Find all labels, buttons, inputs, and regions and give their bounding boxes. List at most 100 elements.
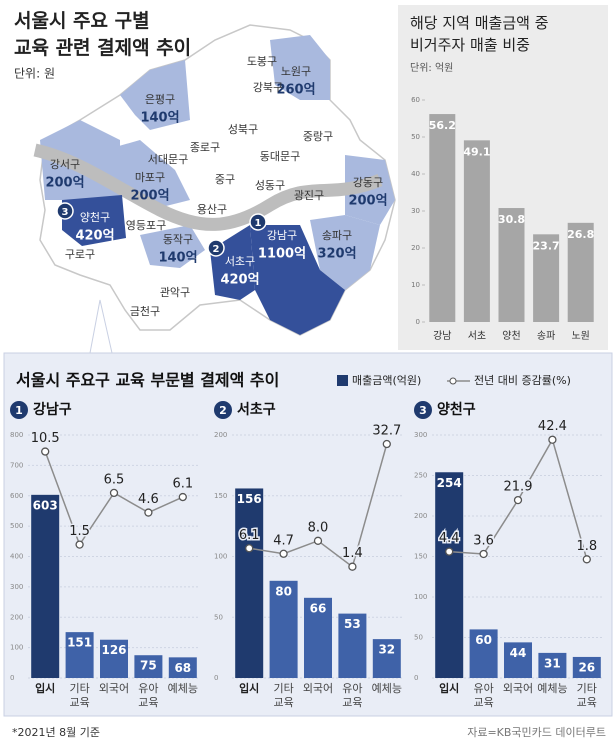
x-tick-label: 서초 — [468, 330, 486, 342]
bar — [304, 597, 332, 678]
line-label: 6.5 — [104, 472, 125, 487]
value-label: 126 — [101, 643, 126, 657]
y-tick-label: 100 — [214, 553, 227, 561]
district-value: 420억 — [220, 273, 259, 288]
y-tick-label: 300 — [414, 431, 427, 439]
line-label: 32.7 — [372, 424, 401, 439]
line-point — [75, 540, 84, 549]
bar — [269, 580, 298, 678]
district-name: 은평구 — [145, 93, 175, 106]
chart-title: 양천구 — [437, 402, 476, 418]
y-tick-label: 0 — [10, 674, 14, 682]
y-tick-label: 20 — [411, 244, 420, 252]
y-tick-label: 60 — [411, 96, 420, 104]
value-label: 26 — [578, 660, 595, 674]
map — [33, 24, 396, 354]
district-name: 성북구 — [228, 123, 258, 136]
x-tick-label: 입시 — [35, 682, 56, 695]
marker-circle — [249, 213, 267, 231]
line-point — [279, 549, 288, 558]
main-title: 서울시 주요 구별 교육 관련 결제액 추이 — [14, 10, 192, 59]
chart-number-circle — [414, 401, 432, 419]
district-area — [62, 195, 126, 246]
district-area — [105, 140, 190, 210]
bar — [572, 656, 601, 678]
y-tick-label: 100 — [10, 644, 23, 652]
x-tick-label: 유아 교육 — [473, 682, 494, 709]
bar — [429, 114, 456, 322]
chart-number-circle — [214, 401, 232, 419]
line-label: 6.1 — [172, 477, 193, 492]
line-label: 10.5 — [31, 431, 60, 446]
line-label: 42.4 — [538, 419, 567, 434]
x-tick-label: 기타 교육 — [576, 682, 597, 709]
x-tick-label: 외국어 — [98, 682, 130, 695]
district-value: 140억 — [158, 251, 197, 266]
legend-swatch — [337, 375, 348, 386]
chart-number: 1 — [15, 404, 23, 417]
source: 자료=KB국민카드 데이터루트 — [467, 726, 606, 739]
value-label: 31 — [544, 656, 561, 670]
bar — [31, 494, 60, 678]
y-tick-label: 200 — [214, 431, 227, 439]
district-name: 도봉구 — [247, 55, 277, 68]
district-name: 영등포구 — [126, 219, 166, 232]
line-label: 4.6 — [138, 492, 159, 507]
district-area — [270, 35, 330, 100]
district-name: 강서구 — [50, 158, 80, 171]
chart-title: 해당 지역 매출금액 중 비거주자 매출 비중 — [410, 14, 549, 54]
x-tick-label: 송파 — [537, 330, 555, 342]
y-tick-label: 30 — [411, 207, 420, 215]
value-label: 49.1 — [463, 145, 490, 158]
x-tick-label: 외국어 — [302, 682, 334, 695]
y-tick-label: 150 — [414, 553, 427, 561]
bar — [134, 655, 163, 678]
bar — [463, 140, 490, 322]
chart-title: 서초구 — [237, 402, 276, 418]
y-tick-label: 200 — [10, 613, 23, 621]
y-tick-label: 0 — [416, 318, 420, 326]
district-area — [250, 225, 345, 335]
line-point — [109, 488, 119, 498]
district-area — [140, 225, 205, 268]
line-point — [513, 495, 523, 505]
marker-number: 2 — [213, 244, 220, 255]
y-tick-label: 40 — [411, 170, 420, 178]
line-label: 1.8 — [576, 539, 597, 554]
line-label: 8.0 — [308, 520, 329, 535]
district-name: 종로구 — [190, 141, 220, 154]
value-label: 60 — [475, 633, 492, 647]
district-name: 금천구 — [130, 304, 160, 318]
bar — [538, 652, 567, 678]
value-label: 56.2 — [429, 119, 456, 132]
chart-number-circle — [10, 401, 28, 419]
value-label: 32 — [378, 643, 395, 657]
marker-number: 3 — [62, 207, 69, 218]
x-tick-label: 예체능 — [167, 682, 198, 695]
y-tick-label: 300 — [10, 583, 23, 591]
bar — [65, 632, 94, 678]
value-label: 75 — [140, 659, 157, 673]
bar — [435, 472, 464, 678]
x-tick-label: 유아 교육 — [342, 682, 363, 709]
district-name: 중구 — [215, 173, 235, 186]
x-tick-label: 예체능 — [537, 682, 568, 695]
value-label: 44 — [510, 646, 527, 660]
x-tick-label: 외국어 — [502, 682, 534, 695]
district-name: 동대문구 — [260, 150, 300, 163]
bar — [533, 234, 560, 322]
line-label: 3.6 — [473, 533, 494, 548]
y-tick-label: 600 — [10, 492, 23, 500]
pointer — [89, 299, 113, 354]
bar — [372, 639, 401, 678]
value-label: 80 — [275, 584, 292, 598]
line-point — [313, 536, 323, 545]
river — [33, 143, 383, 231]
y-tick-label: 800 — [10, 431, 23, 439]
line-label: 21.9 — [504, 480, 533, 495]
y-tick-label: 200 — [414, 512, 427, 520]
bar — [504, 642, 532, 678]
district-name: 성동구 — [255, 179, 285, 192]
district-value: 320억 — [317, 247, 356, 262]
district-name: 강남구 — [267, 229, 297, 242]
